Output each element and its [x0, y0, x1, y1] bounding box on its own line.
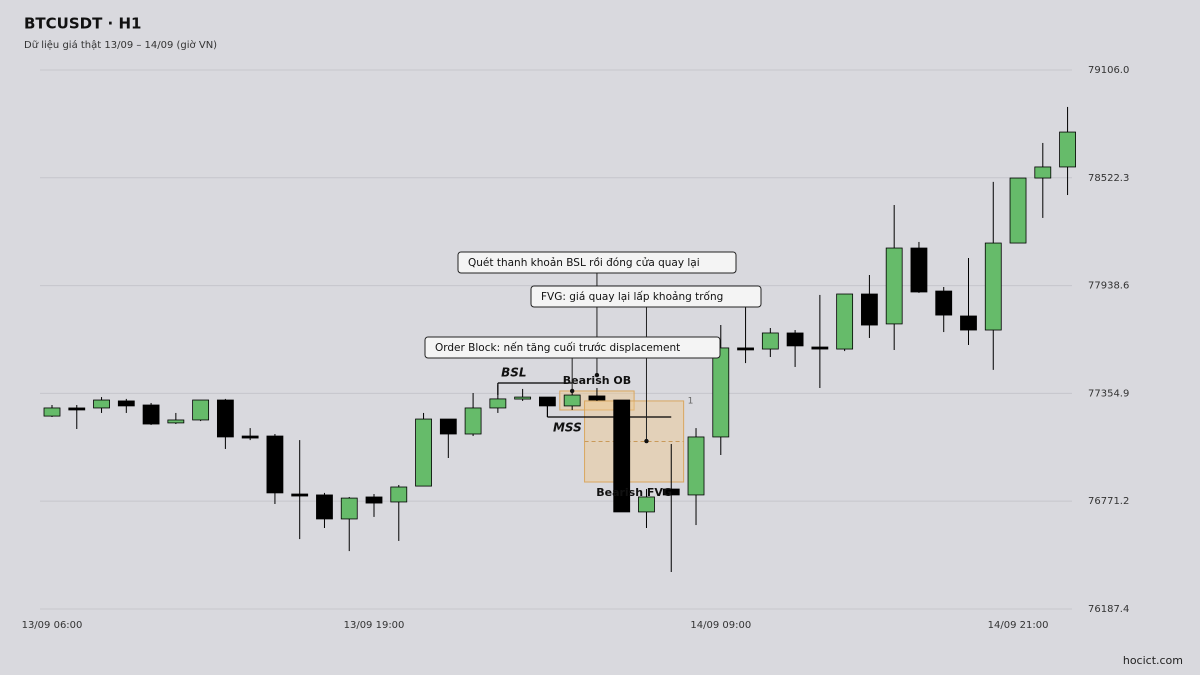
candle-body: [885, 247, 903, 325]
zone-label: Bearish OB: [563, 374, 631, 387]
y-tick-label: 77354.9: [1088, 388, 1129, 399]
candle-body: [1059, 131, 1076, 168]
candle-body: [390, 486, 408, 503]
y-tick-label: 79106.0: [1088, 65, 1129, 76]
zone-label: Bearish FVG: [596, 486, 672, 499]
candle-body: [415, 418, 432, 487]
candle-body: [935, 290, 953, 316]
candle-body: [192, 399, 210, 421]
callout-point: [569, 388, 575, 394]
x-tick-label: 14/09 09:00: [690, 620, 751, 631]
candle-body: [910, 247, 928, 293]
candle-body: [464, 407, 482, 435]
y-tick-label: 76771.2: [1088, 496, 1129, 507]
callout-box: [457, 251, 737, 274]
x-tick-label: 14/09 21:00: [988, 620, 1049, 631]
candle-body: [439, 418, 457, 435]
candle-body: [811, 346, 829, 350]
candle-body: [167, 419, 185, 424]
y-tick-label: 78522.3: [1088, 173, 1129, 184]
callout-text: Order Block: nến tăng cuối trước displac…: [435, 342, 680, 354]
candle-body: [539, 396, 556, 407]
callout-box: [530, 285, 762, 308]
candle-body: [68, 407, 86, 411]
candle-body: [241, 435, 259, 439]
candle-body: [1009, 177, 1027, 244]
candle-body: [1034, 166, 1052, 179]
candle-body: [316, 494, 333, 520]
chart-title: BTCUSDT · H1: [24, 15, 141, 33]
candle-body: [93, 399, 110, 409]
x-tick-label: 13/09 19:00: [344, 620, 405, 631]
chart-subtitle: Dữ liệu giá thật 13/09 – 14/09 (giờ VN): [24, 39, 217, 51]
callout-box: [424, 336, 721, 359]
y-tick-label: 77938.6: [1088, 281, 1129, 292]
candle-body: [712, 347, 730, 438]
candle-body: [613, 399, 631, 513]
candle-body: [960, 315, 977, 331]
candle-body: [291, 493, 309, 497]
candle-body: [861, 293, 878, 326]
candle-body: [43, 407, 61, 417]
callout-text: Quét thanh khoản BSL rồi đóng cửa quay l…: [468, 257, 700, 269]
candle-body: [216, 399, 234, 438]
candle-body: [786, 332, 804, 347]
candle-body: [563, 394, 581, 407]
source: hocict.com: [1123, 654, 1183, 667]
candle-body: [984, 242, 1002, 331]
candle-body: [588, 395, 606, 401]
level-label: MSS: [553, 421, 582, 435]
x-tick-label: 13/09 06:00: [22, 620, 83, 631]
y-tick-label: 76187.4: [1088, 604, 1129, 615]
candle-body: [340, 497, 358, 520]
callout-point: [644, 438, 649, 444]
candle-body: [687, 436, 705, 496]
candle-body: [514, 396, 532, 400]
callout-point: [594, 372, 600, 378]
candle-body: [638, 496, 655, 513]
candle-body: [142, 404, 160, 425]
candle-body: [266, 435, 284, 494]
level-label: BSL: [501, 366, 526, 380]
candle-body: [365, 496, 383, 504]
candle-body: [737, 347, 754, 351]
callout-text: FVG: giá quay lại lấp khoảng trống: [541, 291, 723, 303]
fib-label: 1: [688, 396, 694, 406]
candle-body: [489, 398, 507, 409]
candle-body: [761, 332, 779, 350]
candle-body: [836, 293, 854, 350]
candle-body: [117, 400, 135, 407]
candle-body: [662, 488, 680, 496]
